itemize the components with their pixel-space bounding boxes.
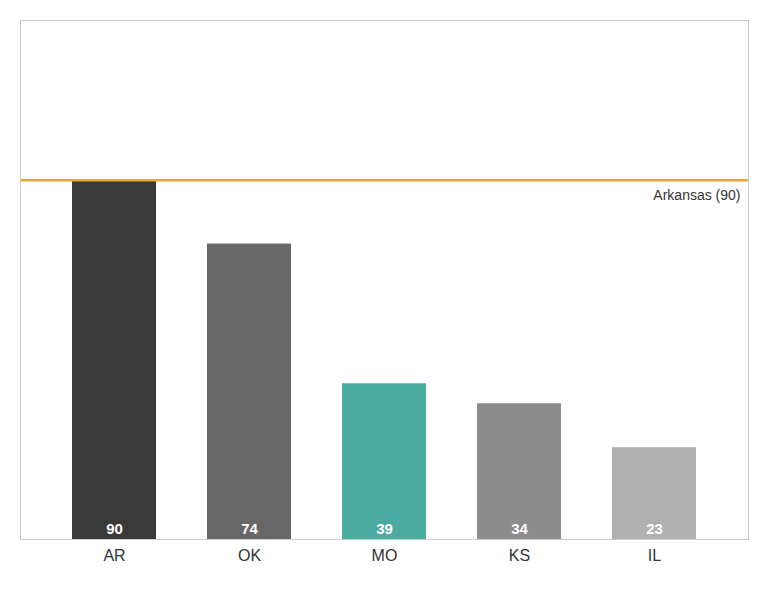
svg-text:KS: KS [509, 547, 530, 564]
svg-text:74: 74 [241, 520, 258, 537]
svg-text:IL: IL [648, 547, 661, 564]
svg-text:OK: OK [238, 547, 261, 564]
svg-text:Arkansas (90): Arkansas (90) [653, 187, 740, 203]
svg-text:23: 23 [646, 520, 663, 537]
svg-text:34: 34 [511, 520, 528, 537]
svg-text:MO: MO [372, 547, 398, 564]
svg-text:39: 39 [376, 520, 393, 537]
svg-text:90: 90 [106, 520, 123, 537]
svg-text:AR: AR [103, 547, 125, 564]
